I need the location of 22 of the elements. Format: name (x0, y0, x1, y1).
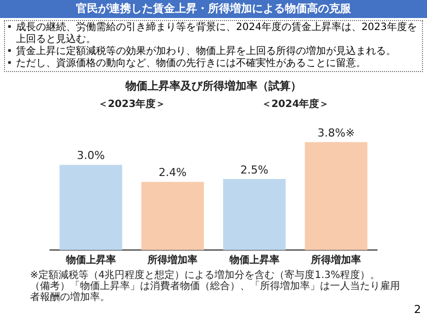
text: 成長の継続、労働需給の引き締まり等を背景に、2024年度の賃金上昇率は、2023年度を上回ると見込む。 (16, 22, 417, 45)
data-label: 3.8%※ (318, 126, 355, 140)
data-label: 3.0% (76, 149, 105, 162)
x-tick-label: 所得増加率 (310, 254, 362, 266)
text: ＜2023年度＞ (98, 98, 166, 110)
text: ※定額減税等（4兆円程度と想定）による増加分を含む（寄与度1.3%程度）。 (30, 270, 380, 281)
x-tick-label: 物価上昇率 (228, 254, 280, 266)
bar (223, 179, 286, 250)
text: 賃金上昇に定額減税等の効果が加わり、物価上昇を上回る所得の増加が見込まれる。 (16, 46, 396, 57)
bar (141, 182, 204, 250)
text: 2 (414, 303, 421, 316)
chart-title: 官民が連携した賃金上昇・所得増加による物価高の克服 (0, 0, 427, 18)
bar (60, 164, 122, 250)
x-tick-label: 物価上昇率 (64, 254, 116, 266)
x-tick-label: 所得増加率 (146, 254, 198, 266)
text: ＜2024年度＞ (261, 98, 330, 110)
text: （備考）「物価上昇率」は消費者物価（総合）、「所得増加率」は一人当たり雇用者報酬の増加率。 (30, 281, 401, 303)
data-label: 2.4% (158, 166, 187, 180)
data-label: 2.5% (240, 163, 268, 176)
bar (304, 142, 368, 250)
text: ただし、資源価格の動向など、物価の先行きには不確実性があることに留意。 (16, 58, 366, 69)
chart-subtitle: 物価上昇率及び所得増加率（試算） (124, 79, 302, 92)
